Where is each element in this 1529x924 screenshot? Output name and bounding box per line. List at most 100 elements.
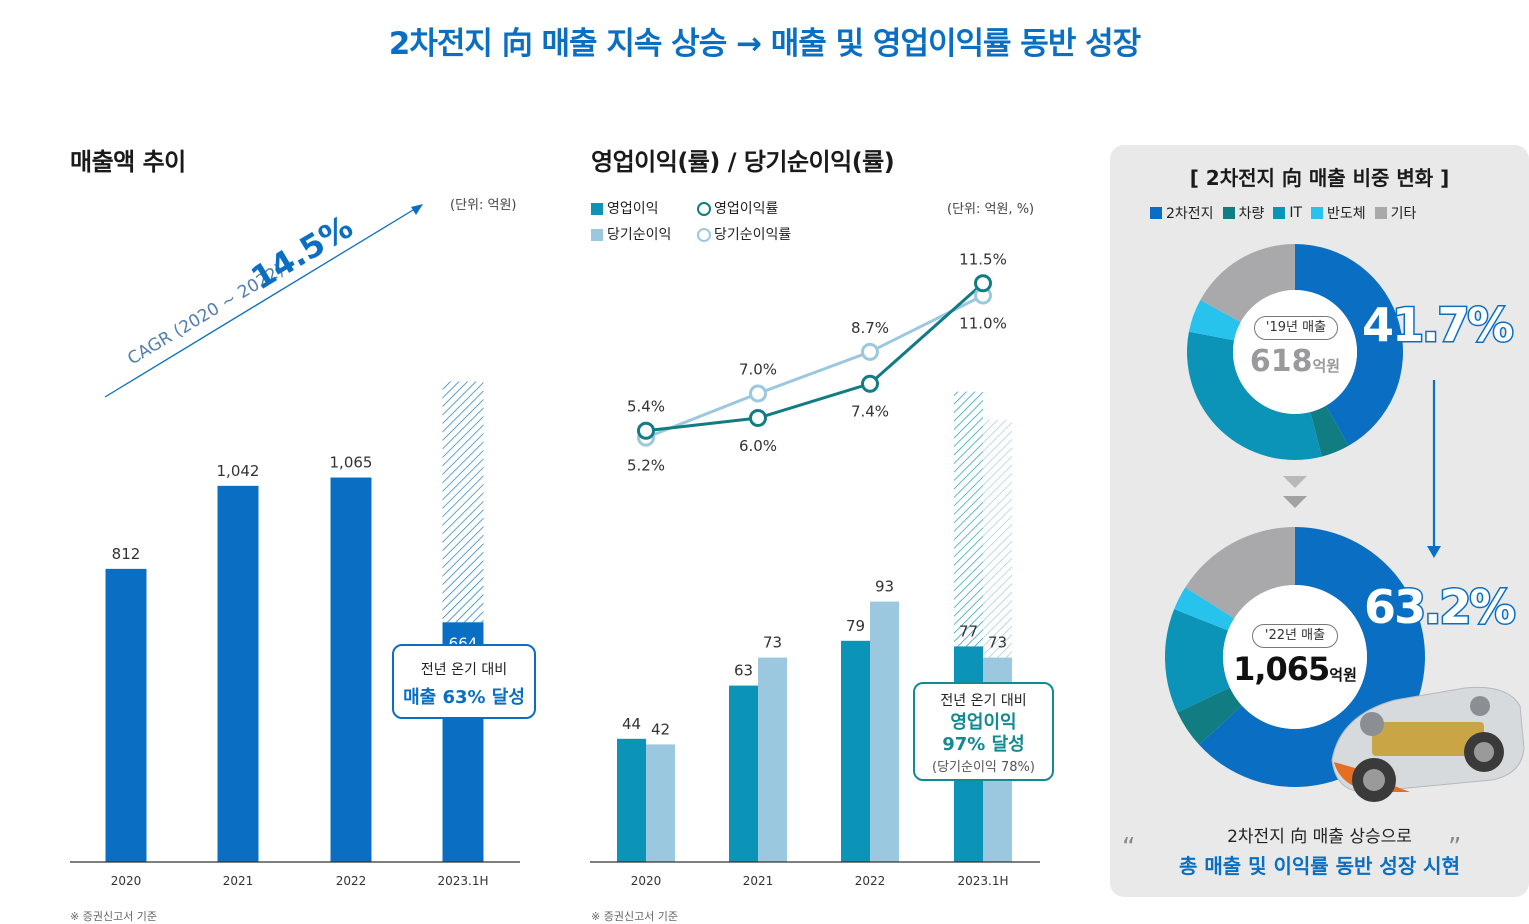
op-income-label: 63 <box>734 662 753 680</box>
legend-vehicle-label: 차량 <box>1238 206 1265 222</box>
legend-semiconductor-label: 반도체 <box>1327 206 1366 222</box>
share-bottom-line2: 총 매출 및 이익률 동반 성장 시현 <box>1179 854 1460 878</box>
net-margin-point <box>861 342 879 361</box>
profit-callout-line1: 전년 온기 대비 <box>940 693 1027 709</box>
donut1-value: 618 <box>1249 344 1313 379</box>
net-income-label: 93 <box>875 578 894 596</box>
share-donuts: “ ” <box>1122 244 1525 863</box>
profit-callout: 전년 온기 대비 영업이익 97% 달성 (당기순이익 78%) <box>913 682 1054 781</box>
op-margin-point <box>861 374 879 393</box>
legend-it-swatch <box>1273 207 1286 219</box>
net-margin-label: 5.2% <box>627 457 665 475</box>
op-margin-line <box>645 282 984 433</box>
profit-title: 영업이익(률) / 당기순이익(률) <box>591 148 895 176</box>
revenue-bar <box>217 485 259 862</box>
revenue-callout-line2: 매출 63% 달성 <box>403 687 525 708</box>
op-income-bar <box>841 640 870 862</box>
main-title: 2차전지 向 매출 지속 상승 → 매출 및 영업이익률 동반 성장 <box>388 26 1141 62</box>
op-margin-point <box>749 409 767 427</box>
op-margin-label: 7.4% <box>851 403 889 421</box>
donut-slice-vehicle <box>1177 687 1242 745</box>
net-income-label: 73 <box>763 634 782 652</box>
legend-op-margin-label: 영업이익률 <box>714 201 779 217</box>
net-margin-label: 11.0% <box>959 315 1007 333</box>
quote-close-icon: ” <box>1448 833 1461 863</box>
net-income-label: 73 <box>988 634 1007 652</box>
donut2-unit: 억원 <box>1329 666 1357 684</box>
legend-vehicle-swatch <box>1222 207 1235 219</box>
net-margin-point <box>749 384 767 403</box>
legend-net-margin-label: 당기순이익률 <box>714 227 792 243</box>
legend-net-margin-marker <box>697 228 711 242</box>
legend-op-income: 영업이익 <box>591 198 659 218</box>
op-margin-label: 5.4% <box>627 398 665 416</box>
donut-slice-battery <box>1295 244 1403 446</box>
op-margin-point <box>974 274 992 293</box>
legend-net-income-label: 당기순이익 <box>607 227 672 243</box>
net-income-bar <box>870 601 899 862</box>
net-margin-label: 7.0% <box>739 361 777 379</box>
donut-slice-semiconductor <box>1174 587 1235 631</box>
op-margin-label: 6.0% <box>739 437 777 455</box>
donut1-center: 618억원 <box>1230 344 1360 379</box>
legend-vehicle: 차량 <box>1222 203 1265 223</box>
donut-center <box>1223 585 1367 729</box>
cagr-arrow-head <box>411 204 423 215</box>
net-income-bar <box>758 657 787 862</box>
donut-slice-other <box>1200 244 1295 323</box>
legend-it: IT <box>1273 205 1302 221</box>
cagr-label-group: CAGR (2020 ~ 2022) 14.5% <box>124 208 359 370</box>
profit-x-tick: 2023.1H <box>957 874 1008 888</box>
revenue-footnote: ※ 증권신고서 기준 <box>70 910 158 923</box>
op-income-bar <box>729 685 758 862</box>
op-margin-label: 11.5% <box>959 250 1007 268</box>
legend-op-income-swatch <box>591 203 603 215</box>
net-income-bar <box>646 744 675 862</box>
donut2-value: 1,065 <box>1233 650 1330 688</box>
net-income-projection <box>983 419 1012 658</box>
profit-footnote: ※ 증권신고서 기준 <box>591 910 679 923</box>
share-bottom-line1: 2차전지 向 매출 상승으로 <box>1227 827 1412 847</box>
ev-chassis-image <box>1331 686 1525 802</box>
revenue-bar-projection <box>442 381 484 623</box>
donut2-tag: '22년 매출 <box>1252 624 1338 648</box>
donut-slice-it <box>1165 609 1230 713</box>
legend-other-label: 기타 <box>1390 206 1417 222</box>
revenue-chart: CAGR (2020 ~ 2022) 14.5% 812 2020 1,042 202… <box>70 204 520 888</box>
profit-callout-line2: 영업이익 <box>950 712 1017 733</box>
share-legend: 2차전지 차량 IT 반도체 기타 <box>1150 203 1425 223</box>
revenue-value-label: 1,042 <box>217 462 260 480</box>
legend-op-margin: 영업이익률 <box>697 198 778 218</box>
revenue-x-tick: 2021 <box>223 874 254 888</box>
donut-slice-semiconductor <box>1188 299 1241 341</box>
revenue-bar <box>330 477 372 862</box>
revenue-value-label: 812 <box>112 545 141 563</box>
profit-callout-line3: 97% 달성 <box>942 734 1025 755</box>
donut1-tag: '19년 매출 <box>1254 316 1338 340</box>
legend-net-income: 당기순이익 <box>591 224 671 244</box>
op-income-label: 44 <box>622 715 641 733</box>
revenue-callout: 전년 온기 대비 매출 63% 달성 <box>392 644 536 719</box>
legend-net-margin: 당기순이익률 <box>697 224 791 244</box>
legend-battery: 2차전지 <box>1150 203 1214 223</box>
op-income-label: 77 <box>959 622 978 640</box>
revenue-title: 매출액 추이 <box>70 148 186 176</box>
profit-unit: (단위: 억원, %) <box>947 202 1035 217</box>
donut-slice-other <box>1185 527 1295 619</box>
donut2-share: 63.2% <box>1363 579 1518 636</box>
donut2-center: 1,065억원 <box>1218 650 1372 688</box>
revenue-callout-line1: 전년 온기 대비 <box>420 662 508 678</box>
donut-slice-it <box>1187 331 1322 460</box>
cagr-arrow-line <box>104 206 419 398</box>
revenue-x-tick: 2020 <box>111 874 142 888</box>
profit-x-tick: 2020 <box>631 874 662 888</box>
legend-other-swatch <box>1374 207 1387 219</box>
net-income-label: 42 <box>651 720 670 738</box>
donut1-unit: 억원 <box>1312 357 1341 375</box>
net-margin-line <box>645 294 984 439</box>
share-title: [ 2차전지 向 매출 비중 변화 ] <box>1189 166 1450 190</box>
op-income-projection <box>954 391 983 647</box>
revenue-value-label: 1,065 <box>330 454 373 472</box>
quote-open-icon: “ <box>1122 833 1135 863</box>
profit-x-tick: 2022 <box>855 874 886 888</box>
